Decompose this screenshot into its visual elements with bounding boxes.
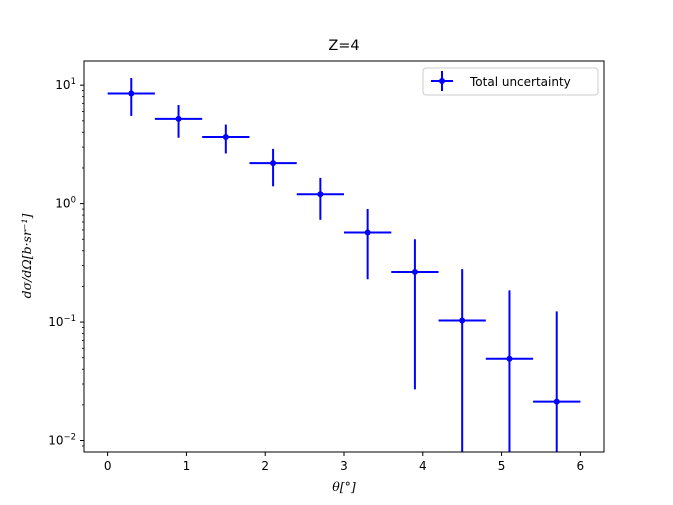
data-point bbox=[270, 160, 277, 167]
legend-box bbox=[422, 67, 599, 96]
x-tick-label: 4 bbox=[419, 459, 427, 473]
x-tick-label: 0 bbox=[104, 459, 112, 473]
x-tick-label: 1 bbox=[183, 459, 191, 473]
x-axis-label: θ[°] bbox=[332, 479, 356, 494]
legend: Total uncertainty bbox=[422, 67, 599, 96]
y-tick-label: 10−2 bbox=[48, 433, 76, 448]
data-point bbox=[459, 317, 466, 324]
legend-label: Total uncertainty bbox=[469, 75, 571, 89]
x-tick-label: 6 bbox=[577, 459, 585, 473]
y-tick-label: 100 bbox=[55, 196, 76, 211]
data-point bbox=[222, 134, 229, 141]
chart-title: Z=4 bbox=[328, 38, 359, 54]
data-point bbox=[317, 191, 324, 198]
data-point bbox=[128, 90, 135, 97]
x-tick-label: 3 bbox=[340, 459, 348, 473]
plot-area-frame bbox=[83, 60, 605, 453]
data-point bbox=[506, 355, 513, 362]
y-axis-label: dσ/dΩ[b·sr⁻¹] bbox=[19, 213, 34, 298]
x-tick-label: 2 bbox=[261, 459, 269, 473]
y-tick-label: 10−1 bbox=[48, 314, 76, 329]
x-tick-label: 5 bbox=[498, 459, 506, 473]
data-point bbox=[175, 115, 182, 122]
data-point bbox=[411, 268, 418, 275]
y-tick-label: 101 bbox=[55, 77, 76, 92]
legend-marker-point bbox=[439, 78, 445, 84]
data-point bbox=[553, 398, 560, 405]
data-point bbox=[364, 229, 371, 236]
